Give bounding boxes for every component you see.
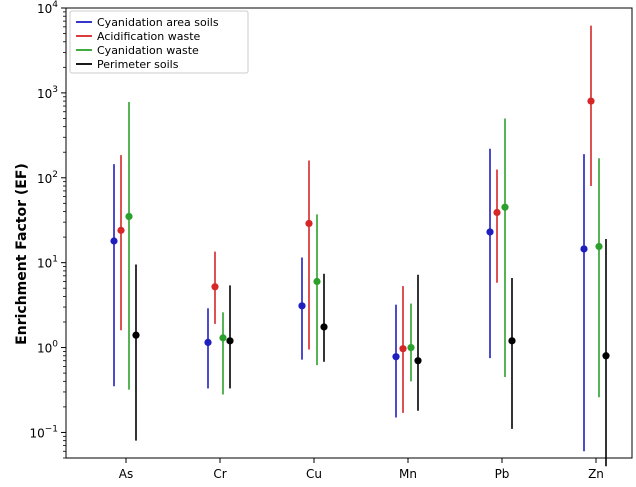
legend-label: Perimeter soils — [97, 58, 179, 71]
data-point — [508, 337, 516, 345]
data-point — [587, 97, 595, 105]
series-group — [125, 102, 603, 398]
y-tick-label: 10−1 — [29, 424, 58, 440]
legend-label: Acidification waste — [97, 30, 201, 43]
data-point — [493, 208, 501, 217]
legend-label: Cyanidation waste — [97, 44, 199, 57]
y-axis-title: Enrichment Factor (EF) — [14, 163, 30, 345]
x-axis-ticks: As Cr Cu Mn Pb Zn — [119, 458, 604, 481]
x-tick-label: Mn — [399, 467, 417, 481]
data-point — [110, 237, 118, 245]
series-group — [110, 148, 588, 452]
data-point — [392, 353, 400, 361]
data-point — [219, 334, 227, 342]
data-point — [204, 338, 212, 347]
data-point — [313, 277, 321, 286]
y-axis-ticks: 10−1 100 101 102 103 104 — [29, 0, 66, 459]
y-tick-label: 104 — [37, 0, 58, 16]
legend-box — [69, 10, 249, 74]
series-group — [117, 25, 595, 413]
y-tick-label: 101 — [37, 255, 58, 271]
plot-area — [65, 7, 633, 459]
data-point — [226, 337, 234, 345]
data-point — [414, 357, 422, 365]
data-point — [486, 228, 494, 236]
data-point — [595, 242, 603, 251]
data-point — [320, 323, 328, 331]
y-tick-label: 103 — [37, 85, 58, 101]
data-point — [298, 302, 306, 310]
data-point — [305, 219, 313, 228]
data-point — [602, 352, 610, 360]
y-tick-label: 102 — [37, 170, 58, 186]
y-tick-label: 100 — [37, 340, 58, 356]
x-tick-label: Cr — [213, 467, 226, 481]
data-point — [132, 331, 140, 339]
series-group — [132, 239, 610, 467]
data-point — [399, 345, 407, 353]
data-point — [407, 343, 415, 352]
data-point — [125, 212, 133, 221]
data-point — [211, 283, 219, 291]
x-tick-label: Pb — [495, 467, 510, 481]
x-tick-label: As — [119, 467, 133, 481]
x-tick-label: Cu — [306, 467, 322, 481]
data-point — [117, 226, 125, 234]
x-tick-label: Zn — [588, 467, 604, 481]
data-point — [501, 203, 509, 211]
legend-label: Cyanidation area soils — [97, 16, 219, 29]
data-point — [580, 245, 588, 253]
data-series — [110, 25, 610, 467]
